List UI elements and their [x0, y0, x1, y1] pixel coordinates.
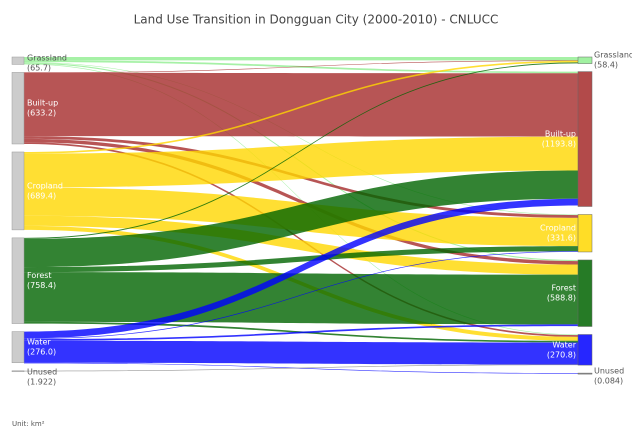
target-label: Cropland	[540, 224, 576, 233]
target-value-label: (331.6)	[547, 234, 576, 243]
source-value-label: (689.4)	[27, 191, 56, 200]
flow-link	[24, 62, 578, 239]
target-node	[577, 334, 593, 366]
links	[24, 57, 578, 374]
nodes: Grassland(65.7)Built-up(633.2)Cropland(6…	[11, 51, 632, 386]
flow-link	[24, 198, 578, 339]
target-label: Forest	[551, 284, 576, 293]
flow-link	[24, 324, 578, 341]
source-label: Cropland	[27, 181, 63, 190]
flow-link	[24, 136, 578, 188]
target-label: Unused	[594, 367, 624, 376]
source-label: Forest	[27, 271, 52, 280]
flow-link	[24, 272, 578, 325]
source-value-label: (1.922)	[27, 377, 56, 386]
source-value-label: (276.0)	[27, 348, 56, 357]
target-node	[577, 71, 593, 207]
target-label: Water	[552, 340, 576, 349]
source-node	[11, 370, 25, 373]
flow-link	[24, 62, 578, 216]
target-node	[577, 56, 593, 64]
source-node	[11, 331, 25, 364]
source-label: Built-up	[27, 99, 58, 108]
flow-link	[24, 364, 578, 372]
target-node	[577, 372, 593, 375]
flow-link	[24, 251, 578, 340]
source-label: Unused	[27, 367, 57, 376]
flow-link	[24, 340, 578, 365]
source-node	[11, 151, 25, 231]
source-node	[11, 237, 25, 324]
unit-note: Unit: km²	[12, 420, 45, 428]
target-node	[577, 259, 593, 327]
flow-link	[24, 60, 578, 154]
target-value-label: (270.8)	[547, 350, 576, 359]
source-label: Water	[27, 338, 51, 347]
source-value-label: (65.7)	[27, 64, 51, 73]
flow-link	[24, 246, 578, 273]
target-label: Grassland	[594, 51, 632, 60]
flow-link	[24, 72, 578, 137]
source-node	[11, 72, 25, 145]
flow-link	[24, 215, 578, 275]
flow-link	[24, 138, 578, 265]
flow-link	[24, 60, 578, 74]
target-label: Built-up	[545, 130, 576, 139]
source-label: Grassland	[27, 54, 67, 63]
target-node	[577, 214, 593, 253]
flow-link	[24, 170, 578, 268]
target-value-label: (588.8)	[547, 294, 576, 303]
source-value-label: (633.2)	[27, 109, 56, 118]
source-value-label: (758.4)	[27, 281, 56, 290]
source-node	[11, 56, 25, 65]
flow-link	[24, 57, 578, 61]
chart-title: Land Use Transition in Dongguan City (20…	[134, 13, 499, 27]
target-value-label: (58.4)	[594, 61, 618, 70]
flow-link	[24, 63, 578, 336]
flow-link	[24, 142, 578, 337]
target-value-label: (1193.8)	[542, 140, 576, 149]
target-value-label: (0.084)	[594, 377, 623, 386]
